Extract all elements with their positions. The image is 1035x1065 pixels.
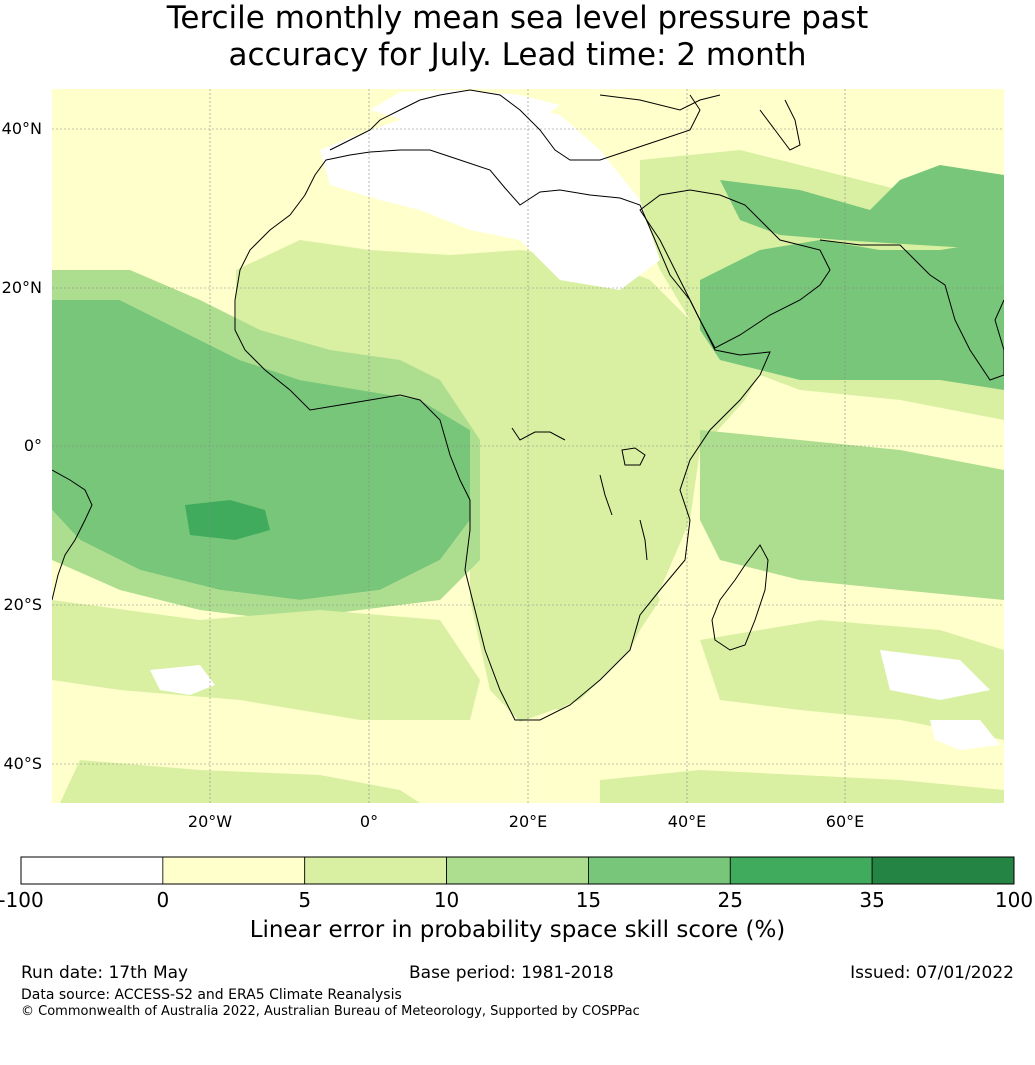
colorbar-tick-label: 25 [717, 888, 743, 912]
copyright: © Commonwealth of Australia 2022, Austra… [21, 1004, 640, 1019]
patch-atlantic-core [185, 500, 270, 540]
patch-south-indian-edge [700, 430, 1004, 600]
patch-white-speckle-3 [930, 720, 1000, 750]
coastline-caspian [759, 99, 801, 151]
coastline-madagascar [711, 544, 769, 651]
coastline-iran-india [819, 239, 1004, 381]
issued-date: Issued: 07/01/2022 [850, 963, 1014, 983]
patch-white-speckle-2 [880, 650, 990, 700]
patch-southern-africa [480, 560, 660, 710]
patch-atlantic-band [52, 300, 470, 600]
coastline-lake-tanganyika [599, 474, 613, 516]
patch-atlantic-band-edge [52, 270, 480, 620]
lat-label-0: 0° [23, 436, 42, 455]
map-area [52, 89, 1004, 803]
lat-label-40n: 40°N [1, 119, 42, 138]
colorbar-segment [162, 856, 306, 885]
colorbar-segment [588, 856, 731, 885]
colorbar-tick-label: 15 [575, 888, 602, 912]
lon-label-20e: 20°E [508, 812, 548, 831]
lat-label-20s: 20°S [3, 595, 42, 614]
lat-label-20n: 20°N [1, 278, 42, 297]
colorbar-segment [304, 856, 447, 885]
patch-southern-ocean [52, 600, 480, 720]
colorbar-segment [446, 856, 589, 885]
patch-arabian-sea [700, 240, 1004, 390]
coastline-europe [329, 89, 701, 161]
colorbar-segment [729, 856, 873, 885]
colorbar-label: Linear error in probability space skill … [249, 917, 786, 943]
patch-europe-white [370, 90, 560, 125]
run-date: Run date: 17th May [21, 963, 189, 983]
coastline-arabia [639, 189, 831, 349]
coastline-black-sea [599, 94, 721, 111]
coastline-great-lakes [511, 427, 566, 441]
base-period: Base period: 1981-2018 [409, 963, 614, 983]
patch-iran-green [720, 165, 1004, 250]
patch-bottom-spots [60, 760, 420, 803]
colorbar-segment [20, 856, 164, 885]
data-source: Data source: ACCESS-S2 and ERA5 Climate … [21, 987, 402, 1003]
graticule [52, 89, 1004, 803]
coastline-west-atlantic [52, 469, 93, 601]
coastline-africa [234, 149, 771, 721]
colorbar-tick-label: 10 [433, 888, 460, 912]
chart-title: Tercile monthly mean sea level pressure … [0, 0, 1035, 74]
title-line-1: Tercile monthly mean sea level pressure … [166, 0, 869, 36]
coastlines [52, 89, 1004, 721]
skill-patches [52, 90, 1004, 803]
colorbar-tick-label: 35 [859, 888, 885, 912]
colorbar-tick-label: 100 [994, 888, 1034, 912]
lon-label-60e: 60°E [825, 812, 865, 831]
colorbar-tick-label: -100 [0, 888, 44, 912]
coastline-lake-malawi [639, 519, 648, 561]
patch-sahara-white [320, 100, 660, 290]
colorbar-segment [871, 856, 1015, 885]
title-line-2: accuracy for July. Lead time: 2 month [228, 37, 807, 73]
colorbar [20, 856, 1015, 885]
lon-label-40e: 40°E [667, 812, 707, 831]
coastline-lake-victoria [621, 447, 646, 466]
lat-label-40s: 40°S [3, 754, 42, 773]
patch-southern-east [700, 620, 1004, 740]
lon-label-20w: 20°W [187, 812, 233, 831]
patch-white-speckle-1 [150, 665, 215, 695]
colorbar-tick-label: 5 [298, 888, 312, 912]
patch-bottom-spots-east [600, 770, 1004, 803]
colorbar-tick-label: 0 [156, 888, 170, 912]
lon-label-0: 0° [359, 812, 379, 831]
